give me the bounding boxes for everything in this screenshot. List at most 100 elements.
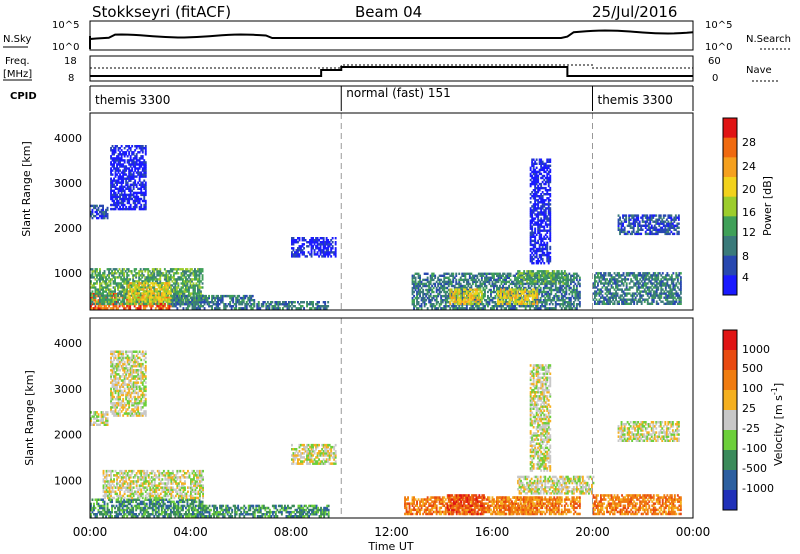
heatmap-cell <box>183 292 186 295</box>
heatmap-cell <box>117 159 120 162</box>
heatmap-cell <box>191 301 194 304</box>
heatmap-cell <box>106 208 109 212</box>
heatmap-cell <box>142 298 145 301</box>
heatmap-cell <box>679 282 682 285</box>
heatmap-cell <box>422 290 425 294</box>
heatmap-cell <box>90 214 92 218</box>
heatmap-cell <box>122 181 125 184</box>
heatmap-cell <box>124 307 127 310</box>
heatmap-cell <box>163 278 166 281</box>
heatmap-cell <box>106 298 109 301</box>
heatmap-cell <box>458 284 461 288</box>
heatmap-cell <box>128 173 131 176</box>
heatmap-cell <box>165 288 168 291</box>
heatmap-cell <box>502 292 504 296</box>
heatmap-cell <box>607 288 610 291</box>
heatmap-cell <box>411 280 414 284</box>
heatmap-cell <box>119 157 121 160</box>
heatmap-cell <box>631 274 634 277</box>
heatmap-cell <box>277 307 280 310</box>
heatmap-cell <box>327 249 330 252</box>
heatmap-cell <box>122 195 125 199</box>
heatmap-cell <box>312 245 314 248</box>
heatmap-cell <box>468 272 471 275</box>
heatmap-cell <box>666 296 669 299</box>
heatmap-cell <box>292 247 295 250</box>
heatmap-cell <box>459 302 462 305</box>
heatmap-cell <box>458 278 461 282</box>
heatmap-cell <box>521 274 524 277</box>
heatmap-cell <box>119 173 121 176</box>
heatmap-cell <box>211 299 213 302</box>
heatmap-cell <box>141 199 144 203</box>
heatmap-cell <box>652 292 655 295</box>
heatmap-cell <box>594 296 596 299</box>
heatmap-cell <box>633 284 636 287</box>
heatmap-cell <box>133 268 136 271</box>
heatmap-cell <box>141 294 144 298</box>
heatmap-cell <box>242 296 245 300</box>
heatmap-cell <box>556 294 559 298</box>
heatmap-cell <box>116 183 118 186</box>
heatmap-cell <box>103 305 106 308</box>
heatmap-cell <box>642 284 645 287</box>
heatmap-cell <box>177 296 180 300</box>
heatmap-cell <box>171 284 174 287</box>
heatmap-cell <box>637 272 640 275</box>
heatmap-cell <box>154 298 157 301</box>
heatmap-cell <box>520 278 522 282</box>
heatmap-cell <box>119 193 121 197</box>
heatmap-cell <box>174 292 177 295</box>
heatmap-cell <box>94 307 97 310</box>
heatmap-cell <box>162 298 165 301</box>
heatmap-cell <box>598 272 601 275</box>
heatmap-cell <box>266 301 269 304</box>
heatmap-cell <box>494 282 497 286</box>
heatmap-cell <box>646 294 649 297</box>
heatmap-cell <box>464 288 467 291</box>
heatmap-cell <box>102 307 104 310</box>
heatmap-cell <box>312 237 314 240</box>
heatmap-cell <box>129 286 132 289</box>
heatmap-cell <box>631 286 634 289</box>
heatmap-cell <box>111 307 113 310</box>
heatmap-cell <box>108 300 110 303</box>
heatmap-cell <box>110 149 112 152</box>
heatmap-cell <box>244 294 247 298</box>
heatmap-cell <box>461 284 464 288</box>
heatmap-cell <box>640 276 643 279</box>
heatmap-cell <box>96 208 98 212</box>
heatmap-cell <box>437 276 440 279</box>
heatmap-cell <box>174 299 177 302</box>
heatmap-cell <box>153 294 156 297</box>
heatmap-cell <box>194 272 196 275</box>
heatmap-cell <box>211 294 213 298</box>
heatmap-cell <box>603 302 605 305</box>
heatmap-cell <box>515 276 518 279</box>
heatmap-cell <box>517 282 519 285</box>
heatmap-cell <box>238 301 241 304</box>
heatmap-cell <box>622 282 625 285</box>
heatmap-cell <box>118 274 121 277</box>
heatmap-cell <box>177 272 180 275</box>
heatmap-cell <box>625 216 628 219</box>
heatmap-cell <box>452 296 455 299</box>
heatmap-cell <box>610 278 613 281</box>
heatmap-cell <box>647 222 650 225</box>
heatmap-cell <box>530 270 533 273</box>
heatmap-cell <box>641 216 644 219</box>
heatmap-cell <box>191 305 194 308</box>
heatmap-cell <box>512 280 515 284</box>
heatmap-cell <box>117 203 120 207</box>
heatmap-cell <box>411 290 414 294</box>
heatmap-cell <box>523 270 526 273</box>
heatmap-cell <box>498 296 501 299</box>
heatmap-cell <box>473 276 476 279</box>
heatmap-cell <box>135 280 138 283</box>
heatmap-cell <box>193 299 195 302</box>
heatmap-cell <box>536 300 539 303</box>
heatmap-cell <box>123 155 126 158</box>
heatmap-cell <box>148 298 151 301</box>
heatmap-cell <box>163 282 166 285</box>
heatmap-cell <box>636 278 639 281</box>
